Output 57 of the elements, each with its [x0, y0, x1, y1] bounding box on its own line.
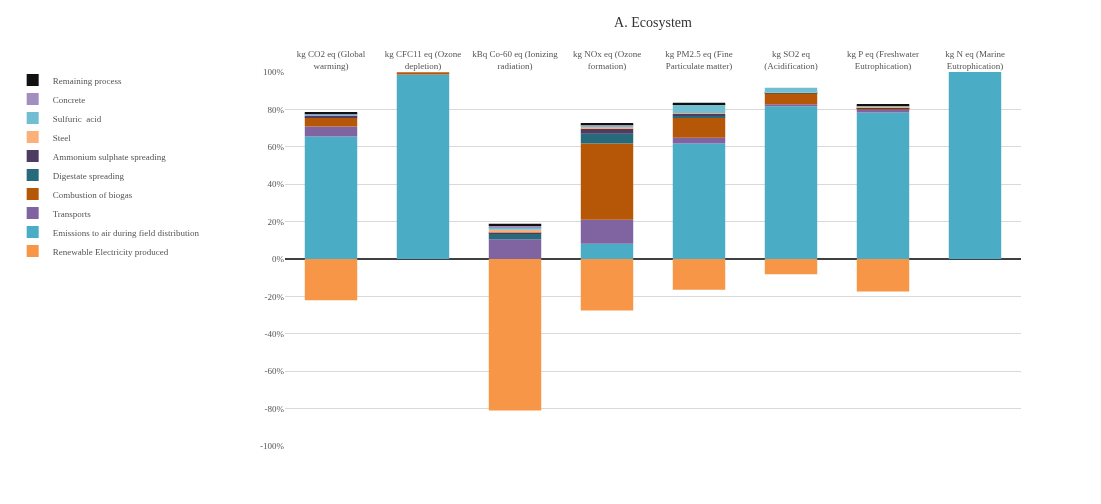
bar: [672, 117, 726, 138]
legend-label: Renewable Electricity produced: [52, 246, 169, 257]
bar: [580, 133, 634, 144]
bar: [672, 143, 726, 259]
bar: [304, 136, 358, 259]
bar: [488, 233, 542, 240]
chart-title: A. Ecosystem: [614, 15, 692, 31]
bar: [764, 104, 818, 107]
bar: [856, 259, 910, 292]
x-tick-label: kg CO2 eq (Global warming): [296, 49, 366, 72]
bar: [304, 118, 358, 127]
bar: [488, 239, 542, 259]
bar: [580, 128, 634, 134]
y-tick-label: -100%: [260, 441, 285, 452]
bar: [764, 93, 818, 105]
legend-label: Emissions to air during field distribution: [52, 227, 200, 238]
bar: [672, 259, 726, 290]
bar: [580, 259, 634, 311]
x-tick-label: kg NOx eq (Ozone formation): [572, 49, 642, 72]
x-tick-label: kg N eq (Marine Eutrophication): [945, 49, 1005, 72]
legend-label: Digestate spreading: [52, 170, 125, 181]
bar: [856, 112, 910, 259]
x-tick-label: kg SO2 eq (Acidification): [764, 49, 818, 72]
legend-label: Concrete: [52, 94, 86, 105]
y-tick-label: -80%: [264, 403, 285, 414]
x-tick-label: kg P eq (Freshwater Eutrophication): [847, 49, 919, 72]
bar: [948, 72, 1002, 259]
legend-label: Steel: [52, 132, 72, 143]
bar: [580, 243, 634, 259]
y-tick-label: 20%: [267, 216, 285, 227]
bar: [764, 87, 818, 93]
bar: [580, 219, 634, 244]
y-tick-label: 100%: [263, 67, 285, 78]
legend-label: Sulfuric acid: [52, 113, 102, 124]
bar: [764, 259, 818, 275]
x-tick-label: kg CFC11 eq (Ozone depletion): [384, 49, 462, 72]
y-tick-label: 60%: [267, 141, 285, 152]
legend-label: Ammonium sulphate spreading: [52, 151, 167, 162]
bar: [304, 259, 358, 301]
y-tick-label: -20%: [264, 291, 285, 302]
bar: [396, 72, 450, 75]
x-tick-label: kg PM2.5 eq (Fine Particulate matter): [665, 49, 733, 72]
bar: [396, 74, 450, 259]
bar: [580, 143, 634, 220]
legend-label: Remaining process: [52, 75, 122, 86]
bar: [672, 104, 726, 114]
y-tick-label: 80%: [267, 104, 285, 115]
y-tick-label: -60%: [264, 366, 285, 377]
y-tick-label: -40%: [264, 328, 285, 339]
bar: [764, 106, 818, 259]
legend-label: Transports: [52, 208, 92, 219]
bar: [304, 126, 358, 137]
legend-label: Combustion of biogas: [52, 189, 133, 200]
y-tick-label: 40%: [267, 179, 285, 190]
bar: [488, 259, 542, 411]
y-tick-label: 0%: [272, 254, 285, 265]
x-tick-label: kBq Co-60 eq (Ionizing radiation): [472, 49, 559, 72]
